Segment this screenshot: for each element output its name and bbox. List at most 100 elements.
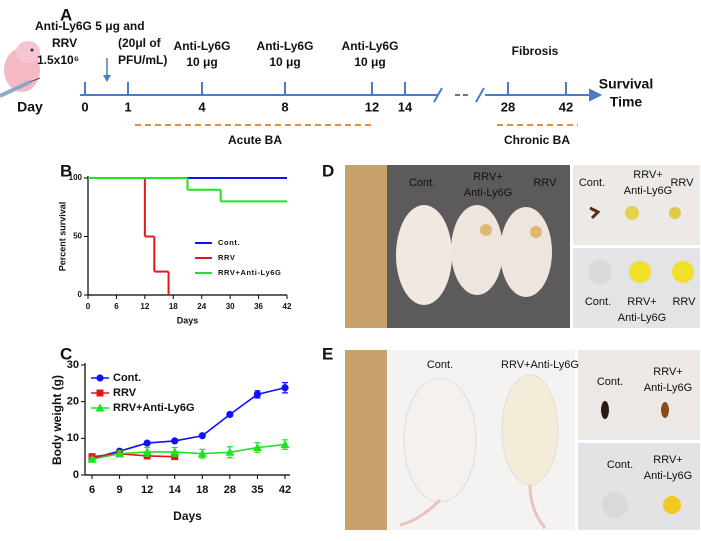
- photo-label: Anti-Ly6G: [644, 470, 693, 482]
- data-point: [143, 439, 151, 447]
- treatment-label: 1.5x10⁶: [37, 53, 79, 67]
- legend-marker: [96, 389, 104, 397]
- day-label: Day: [17, 99, 43, 115]
- legend-label: RRV: [218, 253, 236, 262]
- y-tick-label: 50: [73, 232, 82, 241]
- x-axis-label: Days: [177, 315, 199, 325]
- y-tick-label: 30: [67, 359, 79, 371]
- fibrosis-label: Fibrosis: [512, 44, 559, 58]
- photo-label: Cont.: [585, 296, 611, 308]
- data-point: [197, 449, 207, 458]
- treatment-label: Anti-Ly6G: [342, 39, 399, 53]
- legend-marker: [96, 374, 104, 382]
- photo-label: RRV+: [653, 366, 682, 378]
- photo-e: [345, 350, 700, 530]
- timeline-day: 8: [281, 99, 288, 114]
- panel-label: D: [322, 161, 334, 180]
- photo-label: RRV: [672, 296, 696, 308]
- timeline-day: 28: [501, 99, 515, 114]
- treatment-label: PFU/mL): [118, 53, 167, 67]
- phase-label: Chronic BA: [504, 133, 570, 147]
- photo-label: Cont.: [579, 177, 605, 189]
- legend-label: RRV: [113, 387, 137, 399]
- panel-label: E: [322, 344, 333, 363]
- x-tick-label: 6: [89, 484, 95, 496]
- legend-marker: [95, 403, 105, 412]
- data-point: [225, 447, 235, 456]
- photo-label: Anti-Ly6G: [644, 382, 693, 394]
- photo-label: RRV+: [633, 169, 662, 181]
- x-tick-label: 0: [86, 302, 91, 311]
- y-tick-label: 0: [78, 290, 83, 299]
- photo-label: RRV+: [473, 171, 502, 183]
- data-point: [198, 432, 206, 440]
- photo-label: Anti-Ly6G: [464, 187, 513, 199]
- data-point: [253, 390, 262, 398]
- photo-label: Cont.: [409, 177, 435, 189]
- photo-label: Cont.: [427, 359, 453, 371]
- photo-label: RRV+Anti-Ly6G: [501, 359, 579, 371]
- phase-label: Acute BA: [228, 133, 282, 147]
- photo-label: RRV: [533, 177, 557, 189]
- data-point: [170, 447, 180, 456]
- legend-label: Cont.: [113, 372, 141, 384]
- series-line: [91, 452, 175, 458]
- y-tick-label: 10: [67, 432, 79, 444]
- x-axis-label: Days: [173, 509, 202, 523]
- y-axis-label: Percent survival: [57, 202, 67, 272]
- x-tick-label: 18: [196, 484, 208, 496]
- timeline: [80, 58, 603, 126]
- data-point: [87, 454, 97, 463]
- end-label: Time: [610, 94, 643, 110]
- x-tick-label: 12: [140, 302, 149, 311]
- photo-label: Anti-Ly6G: [618, 312, 667, 324]
- data-point: [280, 440, 290, 449]
- data-point: [252, 443, 262, 451]
- panel-label: B: [60, 161, 72, 180]
- timeline-day: 14: [398, 99, 413, 114]
- mouse-icon: [0, 41, 41, 98]
- x-tick-label: 9: [117, 484, 123, 496]
- end-label: Survival: [599, 76, 653, 92]
- series-line: [91, 443, 286, 461]
- timeline-day: 1: [124, 99, 131, 114]
- treatment-label: Anti-Ly6G: [174, 39, 231, 53]
- photo-label: Cont.: [607, 459, 633, 471]
- x-tick-label: 6: [114, 302, 119, 311]
- treatment-label: 10 μg: [269, 55, 300, 69]
- y-tick-label: 100: [69, 173, 83, 182]
- timeline-day: 42: [559, 99, 573, 114]
- x-tick-label: 24: [197, 302, 206, 311]
- photo-label: Anti-Ly6G: [624, 185, 673, 197]
- data-point: [142, 447, 152, 456]
- photo-label: RRV: [670, 177, 694, 189]
- photo-label: RRV+: [627, 296, 656, 308]
- x-tick-label: 42: [279, 484, 291, 496]
- x-tick-label: 14: [169, 484, 182, 496]
- timeline-day: 4: [198, 99, 206, 114]
- x-tick-label: 30: [226, 302, 235, 311]
- treatment-label: (20μl of: [118, 36, 162, 50]
- treatment-label: Anti-Ly6G: [257, 39, 314, 53]
- data-point: [281, 384, 289, 392]
- data-point: [226, 410, 234, 419]
- y-tick-label: 0: [73, 469, 79, 481]
- legend-label: RRV+Anti-Ly6G: [218, 268, 281, 277]
- y-tick-label: 20: [67, 396, 79, 408]
- legend-label: RRV+Anti-Ly6G: [113, 402, 195, 414]
- panel-label: C: [60, 344, 72, 363]
- series-line: [91, 386, 286, 460]
- legend-label: Cont.: [218, 238, 240, 247]
- y-axis-label: Body weight (g): [50, 375, 64, 465]
- panel-label: A: [60, 5, 72, 24]
- x-tick-label: 18: [169, 302, 178, 311]
- treatment-label: 10 μg: [186, 55, 217, 69]
- photo-d: [345, 165, 700, 328]
- treatment-label: RRV: [52, 36, 77, 50]
- x-tick-label: 36: [254, 302, 263, 311]
- photo-label: Cont.: [597, 376, 623, 388]
- x-tick-label: 42: [283, 302, 292, 311]
- treatment-label: Anti-Ly6G 5 μg and: [35, 19, 145, 33]
- data-point: [171, 437, 179, 445]
